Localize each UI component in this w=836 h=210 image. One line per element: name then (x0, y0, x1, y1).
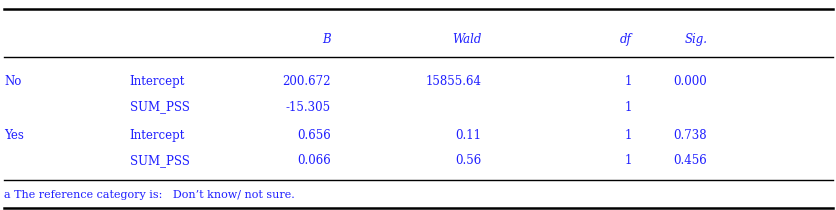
Text: df: df (619, 33, 631, 46)
Text: B: B (322, 33, 330, 46)
Text: 1: 1 (624, 101, 631, 114)
Text: 0.656: 0.656 (297, 129, 330, 142)
Text: 0.11: 0.11 (455, 129, 481, 142)
Text: No: No (4, 75, 22, 88)
Text: a The reference category is:   Don’t know/ not sure.: a The reference category is: Don’t know/… (4, 190, 294, 200)
Text: 0.000: 0.000 (673, 75, 706, 88)
Text: 0.738: 0.738 (673, 129, 706, 142)
Text: 15855.64: 15855.64 (425, 75, 481, 88)
Text: 200.672: 200.672 (282, 75, 330, 88)
Text: 1: 1 (624, 154, 631, 167)
Text: Wald: Wald (451, 33, 481, 46)
Text: 1: 1 (624, 129, 631, 142)
Text: SUM_PSS: SUM_PSS (130, 154, 190, 167)
Text: 0.066: 0.066 (297, 154, 330, 167)
Text: Yes: Yes (4, 129, 24, 142)
Text: -15.305: -15.305 (285, 101, 330, 114)
Text: Intercept: Intercept (130, 129, 185, 142)
Text: 0.56: 0.56 (455, 154, 481, 167)
Text: 1: 1 (624, 75, 631, 88)
Text: 0.456: 0.456 (673, 154, 706, 167)
Text: SUM_PSS: SUM_PSS (130, 101, 190, 114)
Text: Intercept: Intercept (130, 75, 185, 88)
Text: Sig.: Sig. (684, 33, 706, 46)
